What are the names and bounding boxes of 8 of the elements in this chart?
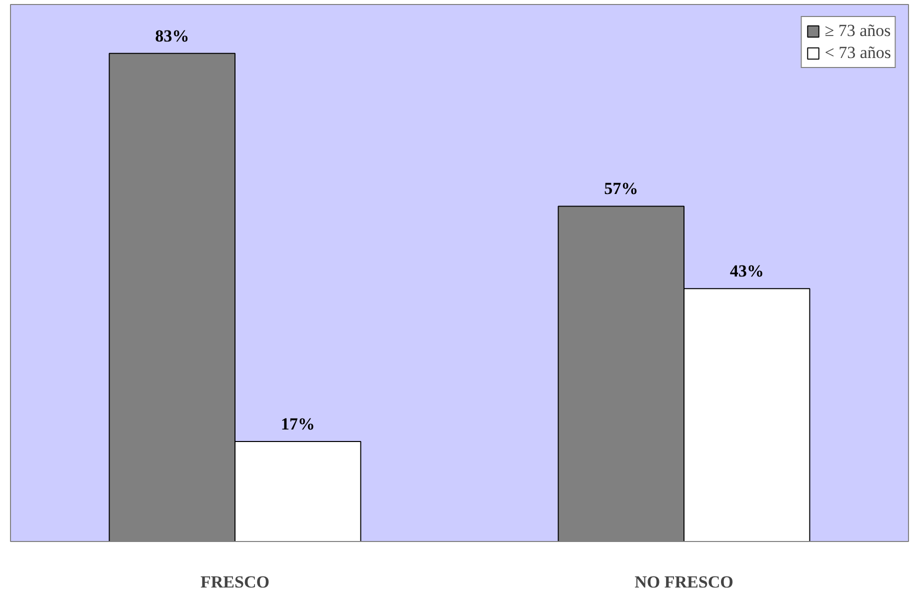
x-tick-label: FRESCO — [200, 572, 270, 592]
legend-label: < 73 años — [824, 43, 891, 63]
x-tick-label: NO FRESCO — [634, 572, 734, 592]
data-label: 43% — [730, 262, 764, 281]
data-label: 57% — [604, 179, 638, 198]
data-label: 83% — [155, 26, 190, 46]
legend-label: ≥ 73 años — [824, 21, 891, 41]
data-label: 17% — [280, 414, 315, 434]
